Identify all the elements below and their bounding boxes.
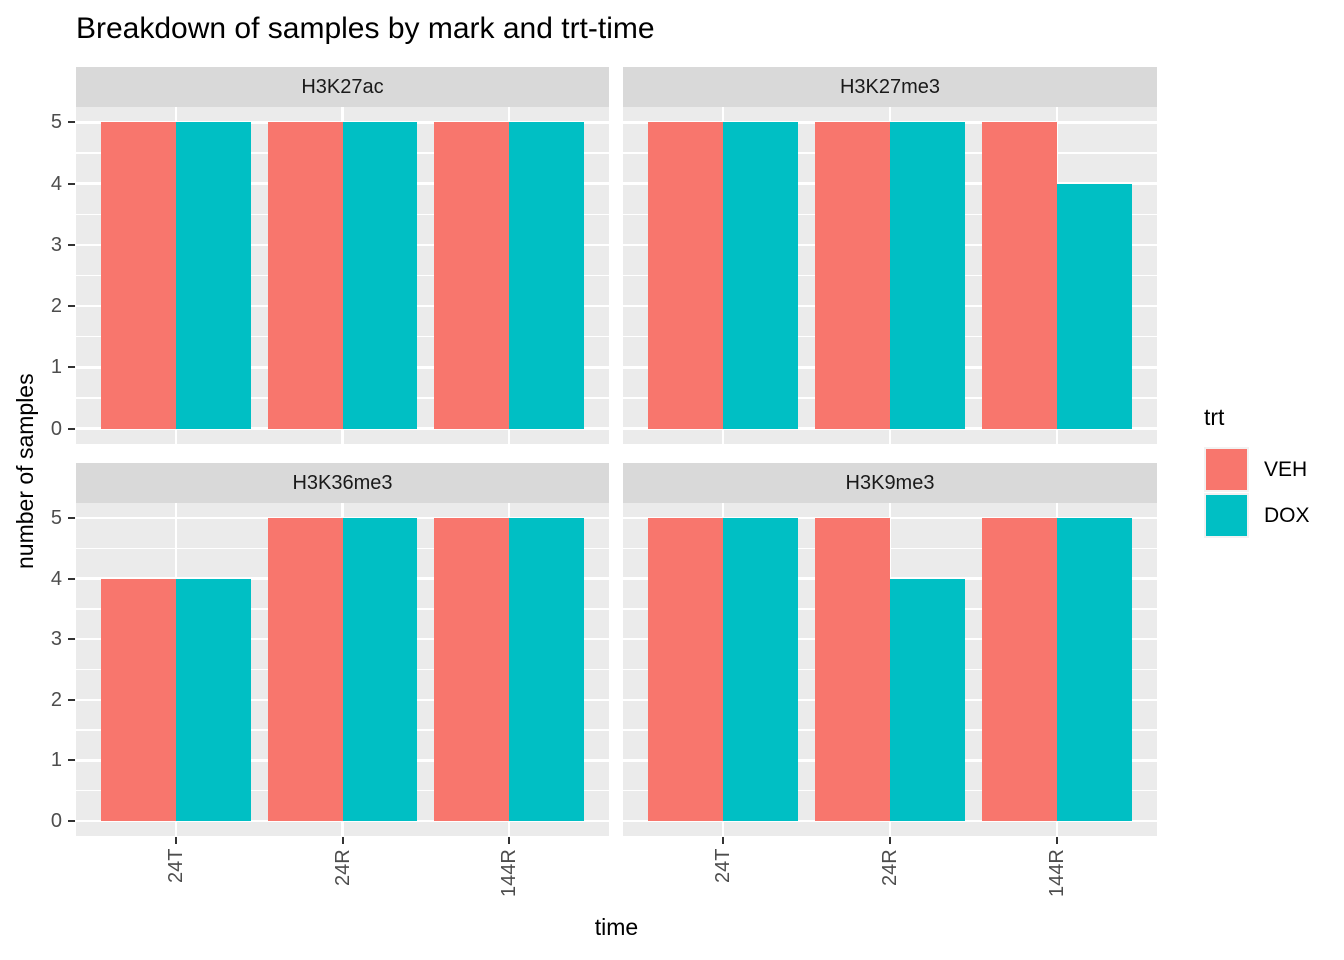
legend-key xyxy=(1204,447,1249,492)
x-axis-tick-label: 144R xyxy=(1045,849,1068,897)
x-axis-tick-mark xyxy=(341,837,344,844)
y-axis-tick-label: 5 xyxy=(50,111,62,134)
y-axis-tick-mark xyxy=(68,305,75,308)
y-axis-tick-label: 0 xyxy=(50,809,62,832)
bar-veh-24r xyxy=(267,518,343,821)
y-axis-tick-label: 3 xyxy=(50,233,62,256)
bar-veh-24t xyxy=(100,578,176,821)
bar-veh-144r xyxy=(434,122,510,429)
x-axis-tick-label: 144R xyxy=(498,849,521,897)
y-axis-tick-label: 4 xyxy=(50,567,62,590)
bar-dox-24t xyxy=(723,518,799,821)
y-axis-tick-mark xyxy=(68,121,75,124)
bar-dox-144r xyxy=(1056,183,1132,429)
legend-label: VEH xyxy=(1264,457,1308,481)
facet-panel-h3k27me3 xyxy=(623,107,1157,444)
x-axis-tick-mark xyxy=(722,837,725,844)
x-axis-tick-mark xyxy=(508,837,511,844)
bar-dox-24t xyxy=(175,122,251,429)
facet-strip-label: H3K36me3 xyxy=(292,471,393,494)
facet-strip-h3k9me3: H3K9me3 xyxy=(623,463,1157,503)
bar-veh-24r xyxy=(814,518,890,821)
facet-strip-h3k27me3: H3K27me3 xyxy=(623,67,1157,107)
bar-veh-144r xyxy=(981,518,1057,821)
facet-strip-h3k36me3: H3K36me3 xyxy=(76,463,609,503)
facet-strip-h3k27ac: H3K27ac xyxy=(76,67,609,107)
y-axis-tick-label: 1 xyxy=(50,749,62,772)
facet-panel-h3k36me3 xyxy=(76,503,609,836)
legend-title: trt xyxy=(1204,404,1225,430)
x-axis-tick-mark xyxy=(889,837,891,844)
x-axis-tick-label: 24R xyxy=(879,849,901,886)
facet-panel-h3k9me3 xyxy=(623,503,1157,836)
bar-dox-24r xyxy=(342,518,418,821)
plot-title: Breakdown of samples by mark and trt-tim… xyxy=(76,12,655,45)
y-axis-tick-mark xyxy=(68,759,75,762)
bar-dox-24r xyxy=(890,578,966,821)
legend-label: DOX xyxy=(1264,503,1310,527)
veh-color-swatch xyxy=(1206,449,1247,490)
y-axis-tick-mark xyxy=(68,366,75,369)
bar-dox-144r xyxy=(509,518,585,821)
y-axis-tick-label: 2 xyxy=(50,295,62,318)
facet-strip-label: H3K9me3 xyxy=(845,471,935,494)
x-axis-tick-label: 24R xyxy=(331,849,354,886)
bar-dox-144r xyxy=(509,122,585,429)
x-axis-tick-mark xyxy=(1055,837,1058,844)
y-axis-tick-label: 2 xyxy=(50,688,62,711)
bar-dox-24t xyxy=(723,122,799,429)
bar-veh-24t xyxy=(100,122,176,429)
bar-veh-24t xyxy=(648,518,724,821)
x-axis-tick-label: 24T xyxy=(712,849,735,884)
y-axis-tick-mark xyxy=(68,819,75,822)
bar-veh-144r xyxy=(981,122,1057,429)
bar-dox-24r xyxy=(342,122,418,429)
bar-veh-24r xyxy=(267,122,343,429)
bar-dox-24r xyxy=(890,122,966,429)
y-axis-tick-label: 0 xyxy=(50,417,62,440)
legend-item-dox: DOX xyxy=(1204,493,1310,538)
y-axis-tick-label: 5 xyxy=(50,507,62,530)
y-axis-tick-mark xyxy=(68,698,75,701)
legend: trt VEH DOX xyxy=(1204,404,1310,539)
bar-veh-24t xyxy=(648,122,724,429)
y-axis-tick-mark xyxy=(68,517,75,520)
y-axis-tick-label: 4 xyxy=(50,172,62,195)
x-axis-tick-mark xyxy=(174,837,177,844)
y-axis-tick-mark xyxy=(68,427,75,430)
y-axis-tick-mark xyxy=(68,182,75,185)
x-axis-tick-label: 24T xyxy=(164,849,187,884)
y-axis-tick-mark xyxy=(68,577,75,580)
dox-color-swatch xyxy=(1206,495,1247,536)
facet-strip-label: H3K27ac xyxy=(301,75,384,98)
facet-panel-h3k27ac xyxy=(76,107,609,444)
legend-key xyxy=(1204,493,1249,538)
y-axis-tick-mark xyxy=(68,638,75,641)
bar-dox-24t xyxy=(175,578,251,821)
y-axis-tick-label: 3 xyxy=(50,628,62,651)
y-axis-tick-mark xyxy=(68,243,75,246)
legend-item-veh: VEH xyxy=(1204,447,1310,492)
y-axis-tick-label: 1 xyxy=(50,356,62,379)
bar-veh-24r xyxy=(814,122,890,429)
x-axis-title: time xyxy=(594,914,639,940)
y-axis-title: number of samples xyxy=(12,373,38,569)
bar-veh-144r xyxy=(434,518,510,821)
facet-strip-label: H3K27me3 xyxy=(839,75,941,98)
bar-dox-144r xyxy=(1056,518,1132,821)
